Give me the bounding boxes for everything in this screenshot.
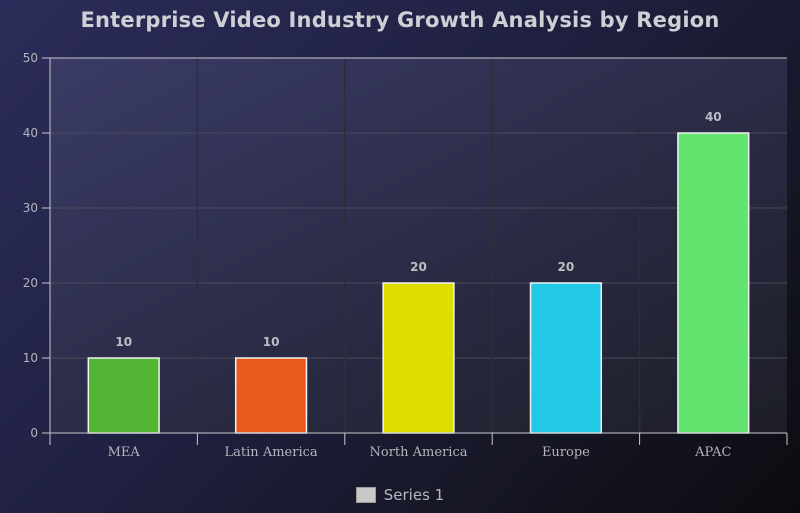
legend[interactable]: Series 1 — [0, 486, 800, 504]
y-tick-label-50: 50 — [23, 51, 38, 65]
bar-europe[interactable] — [529, 282, 603, 434]
bars — [87, 132, 750, 434]
chart-title: Enterprise Video Industry Growth Analysi… — [80, 8, 720, 32]
data-label-mea: 10 — [115, 335, 132, 349]
x-tick-label-europe: Europe — [542, 445, 590, 460]
x-tick-label-mea: MEA — [108, 445, 141, 460]
x-tick-label-north-america: North America — [370, 445, 468, 460]
bar-mea[interactable] — [87, 357, 160, 434]
x-tick-label-apac: APAC — [694, 445, 731, 460]
axes — [42, 57, 788, 445]
bar-apac[interactable] — [677, 132, 750, 434]
data-label-north-america: 20 — [410, 260, 427, 274]
y-tick-label-0: 0 — [30, 426, 38, 440]
x-tick-label-latin-america: Latin America — [225, 445, 318, 460]
data-label-latin-america: 10 — [263, 335, 280, 349]
y-tick-label-40: 40 — [23, 126, 38, 140]
data-label-apac: 40 — [705, 110, 722, 124]
y-tick-label-30: 30 — [23, 201, 38, 215]
labels: 0 10 20 30 40 50 10 MEA 10 Latin America 20 North A… — [23, 51, 732, 460]
legend-swatch — [355, 487, 376, 503]
bar-latin-america[interactable] — [234, 357, 308, 434]
legend-label-series-1: Series 1 — [383, 486, 445, 504]
bar-north-america[interactable] — [382, 282, 455, 434]
y-tick-label-10: 10 — [23, 351, 38, 365]
data-label-europe: 20 — [558, 260, 575, 274]
y-tick-label-20: 20 — [23, 276, 38, 290]
